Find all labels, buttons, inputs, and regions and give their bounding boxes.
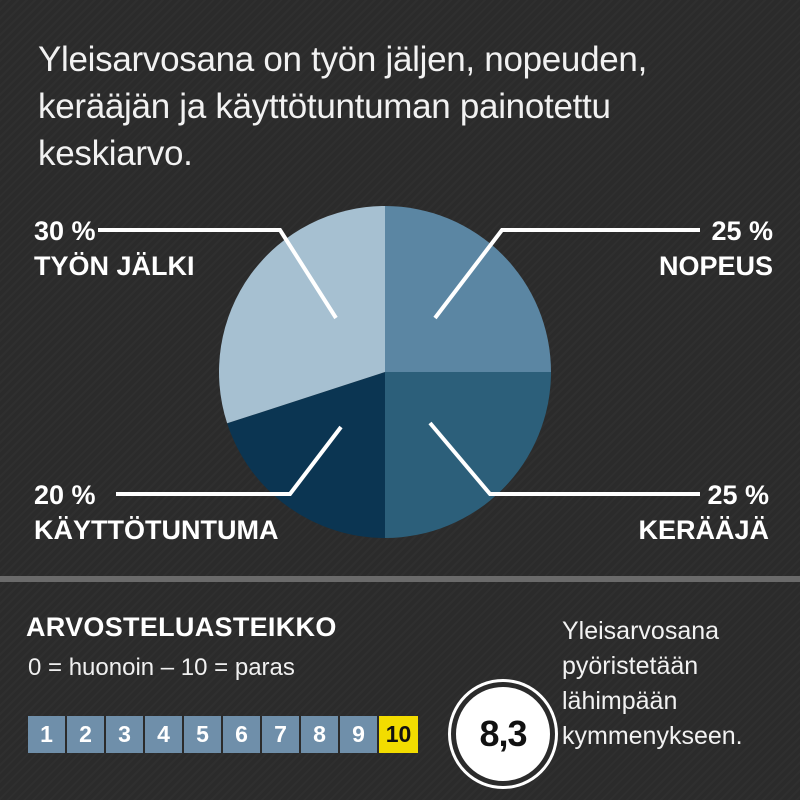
slice-value-tyon-jalki: 30 %: [34, 216, 96, 246]
rating-scale-bar: 1 2 3 4 5 6 7 8 9 10: [28, 716, 418, 753]
pie-slice-keraaja: [385, 372, 551, 538]
scale-cell-8: 8: [301, 716, 340, 753]
pie-slice-tyon-jalki: [219, 206, 385, 424]
slice-label-kayttotuntuma: KÄYTTÖTUNTUMA: [34, 515, 278, 545]
rating-scale-title: ARVOSTELUASTEIKKO: [26, 612, 337, 642]
leader-line-nopeus: [433, 228, 700, 320]
pie-slice-nopeus: [385, 206, 551, 372]
rounding-note: Yleisarvosana pyöristetään lähimpään kym…: [562, 617, 743, 750]
scale-cell-5: 5: [184, 716, 223, 753]
leader-line-tyon-jalki: [98, 228, 338, 320]
scale-cell-4: 4: [145, 716, 184, 753]
rating-scale-description: 0 = huonoin – 10 = paras: [28, 654, 295, 681]
pie-slices: [219, 206, 551, 538]
scale-cell-10: 10: [379, 716, 418, 753]
slice-value-nopeus: 25 %: [711, 216, 773, 246]
slice-label-tyon-jalki: TYÖN JÄLKI: [34, 251, 195, 281]
slice-value-keraaja: 25 %: [707, 480, 769, 510]
leader-line-keraaja: [428, 421, 700, 496]
overall-score-badge: 8,3: [451, 682, 555, 786]
scale-cell-7: 7: [262, 716, 301, 753]
pie-chart: 25 % NOPEUS 25 % KERÄÄJÄ 20 % KÄYTTÖTUNT…: [34, 206, 773, 545]
slice-value-kayttotuntuma: 20 %: [34, 480, 96, 510]
leader-line-kayttotuntuma: [116, 425, 343, 496]
scale-cell-3: 3: [106, 716, 145, 753]
scale-cell-1: 1: [28, 716, 67, 753]
scale-cell-2: 2: [67, 716, 106, 753]
intro-text: Yleisarvosana on työn jäljen, nopeuden, …: [38, 40, 648, 173]
scale-cell-9: 9: [340, 716, 379, 753]
section-divider: [0, 576, 800, 582]
slice-label-nopeus: NOPEUS: [659, 251, 773, 281]
scale-cell-6: 6: [223, 716, 262, 753]
pie-slice-kayttotuntuma: [227, 372, 385, 538]
slice-label-keraaja: KERÄÄJÄ: [638, 515, 769, 545]
